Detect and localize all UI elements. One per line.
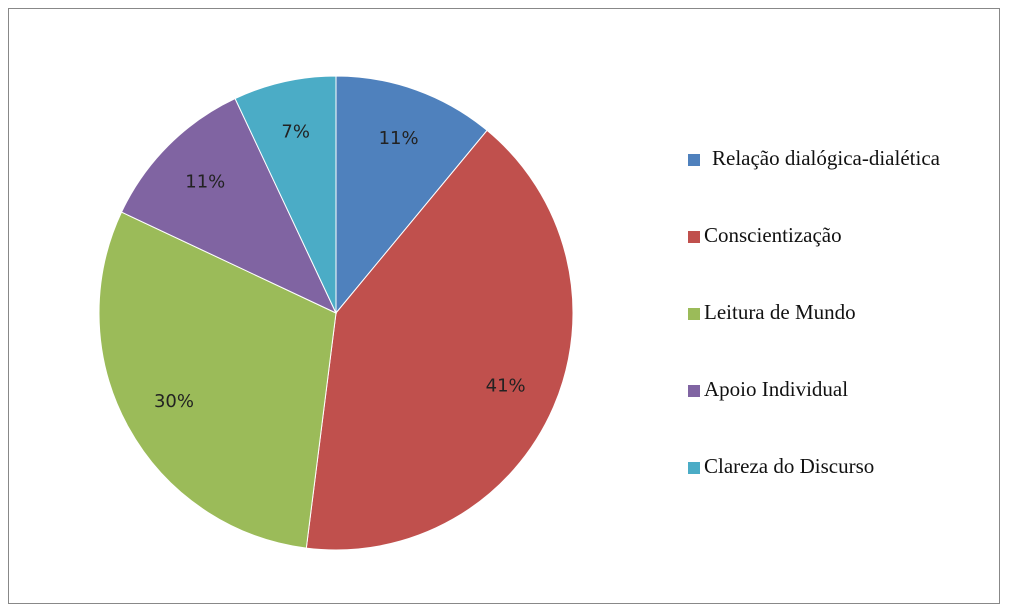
pie-slice <box>234 75 337 314</box>
legend-label: Conscientização <box>704 223 842 247</box>
pie-slice <box>305 129 574 551</box>
legend-swatch <box>688 231 700 243</box>
legend-label: Clareza do Discurso <box>704 454 874 478</box>
pie-slice <box>98 211 337 549</box>
data-label: 11% <box>379 128 419 149</box>
legend-swatch <box>688 462 700 474</box>
legend-label: Leitura de Mundo <box>704 300 856 324</box>
data-label: 11% <box>185 171 225 192</box>
legend-label: Relação dialógica-dialética <box>712 146 941 170</box>
pie-slice <box>120 97 338 315</box>
data-label: 41% <box>486 375 526 396</box>
legend-label: Apoio Individual <box>704 377 848 401</box>
legend-swatch <box>688 308 700 320</box>
legend-swatch <box>688 385 700 397</box>
pie-slice <box>335 75 488 315</box>
legend-swatch <box>688 154 700 166</box>
data-label: 30% <box>154 391 194 412</box>
data-label: 7% <box>281 122 310 143</box>
